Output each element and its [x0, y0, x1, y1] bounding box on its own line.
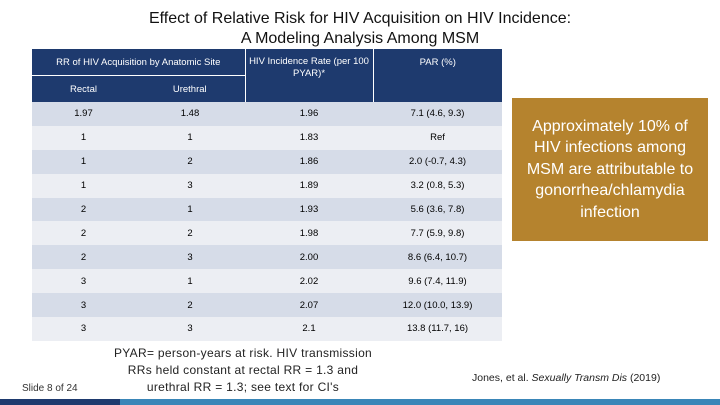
- cell-incidence: 1.86: [245, 149, 373, 174]
- cell-rectal: 1: [32, 149, 135, 174]
- cell-par: 9.6 (7.4, 11.9): [373, 269, 502, 294]
- table-row: 2 2 1.98 7.7 (5.9, 9.8): [32, 221, 502, 246]
- cell-rectal: 3: [32, 269, 135, 294]
- cell-par: 12.0 (10.0, 13.9): [373, 293, 502, 318]
- cell-rectal: 1: [32, 173, 135, 198]
- header-urethral: Urethral: [135, 75, 245, 102]
- cell-par: 13.8 (11.7, 16): [373, 317, 502, 341]
- callout-text: Approximately 10% of HIV infections amon…: [526, 117, 694, 221]
- table-row: 2 3 2.00 8.6 (6.4, 10.7): [32, 245, 502, 270]
- table-row: 3 1 2.02 9.6 (7.4, 11.9): [32, 269, 502, 294]
- citation-year: (2019): [627, 372, 661, 384]
- cell-incidence: 1.98: [245, 221, 373, 246]
- table-row: 1 3 1.89 3.2 (0.8, 5.3): [32, 173, 502, 198]
- cell-rectal: 1.97: [32, 102, 135, 126]
- cell-incidence: 1.93: [245, 197, 373, 222]
- header-hiv-incidence: HIV Incidence Rate (per 100 PYAR)*: [244, 49, 373, 102]
- cell-incidence: 2.02: [245, 269, 373, 294]
- header-rr-anatomic-site: RR of HIV Acquisition by Anatomic Site: [32, 49, 245, 76]
- cell-par: Ref: [373, 125, 502, 150]
- cell-rectal: 1: [32, 125, 135, 150]
- cell-par: 3.2 (0.8, 5.3): [373, 173, 502, 198]
- cell-urethral: 3: [135, 245, 245, 270]
- footnote: PYAR= person-years at risk. HIV transmis…: [98, 345, 388, 396]
- cell-rectal: 3: [32, 293, 135, 318]
- citation: Jones, et al. Sexually Transm Dis (2019): [472, 372, 660, 384]
- table-row: 3 2 2.07 12.0 (10.0, 13.9): [32, 293, 502, 318]
- footnote-line-1: PYAR= person-years at risk. HIV transmis…: [113, 346, 373, 360]
- cell-urethral: 2: [135, 149, 245, 174]
- citation-journal: Sexually Transm Dis: [531, 372, 628, 384]
- cell-incidence: 1.96: [245, 102, 373, 126]
- cell-incidence: 2.07: [245, 293, 373, 318]
- slide-title-line-2: A Modeling Analysis Among MSM: [240, 30, 480, 47]
- table-row: 1.97 1.48 1.96 7.1 (4.6, 9.3): [32, 102, 502, 126]
- cell-urethral: 1: [135, 125, 245, 150]
- cell-rectal: 2: [32, 197, 135, 222]
- cell-par: 2.0 (-0.7, 4.3): [373, 149, 502, 174]
- cell-par: 7.7 (5.9, 9.8): [373, 221, 502, 246]
- footnote-line-2: RRs held constant at rectal RR = 1.3 and: [127, 363, 359, 377]
- cell-rectal: 2: [32, 221, 135, 246]
- cell-par: 5.6 (3.6, 7.8): [373, 197, 502, 222]
- cell-par: 7.1 (4.6, 9.3): [373, 102, 502, 126]
- cell-rectal: 3: [32, 317, 135, 341]
- table-row: 3 3 2.1 13.8 (11.7, 16): [32, 317, 502, 341]
- cell-urethral: 1.48: [135, 102, 245, 126]
- table-row: 1 2 1.86 2.0 (-0.7, 4.3): [32, 149, 502, 174]
- cell-incidence: 2.1: [245, 317, 373, 341]
- cell-urethral: 3: [135, 173, 245, 198]
- footnote-line-3: urethral RR = 1.3; see text for CI's: [146, 380, 340, 394]
- header-par: PAR (%): [372, 49, 502, 102]
- cell-urethral: 2: [135, 293, 245, 318]
- slide-title-line-1: Effect of Relative Risk for HIV Acquisit…: [148, 10, 572, 27]
- header-rectal: Rectal: [32, 75, 135, 102]
- footer-bar-accent: [120, 399, 720, 405]
- cell-incidence: 1.83: [245, 125, 373, 150]
- table-row: 2 1 1.93 5.6 (3.6, 7.8): [32, 197, 502, 222]
- citation-authors: Jones, et al.: [472, 372, 532, 384]
- cell-rectal: 2: [32, 245, 135, 270]
- cell-urethral: 2: [135, 221, 245, 246]
- cell-urethral: 1: [135, 197, 245, 222]
- slide-title: Effect of Relative Risk for HIV Acquisit…: [0, 9, 720, 49]
- cell-par: 8.6 (6.4, 10.7): [373, 245, 502, 270]
- cell-urethral: 1: [135, 269, 245, 294]
- callout-box: Approximately 10% of HIV infections amon…: [512, 98, 708, 241]
- cell-urethral: 3: [135, 317, 245, 341]
- table-row: 1 1 1.83 Ref: [32, 125, 502, 150]
- relative-risk-table: RR of HIV Acquisition by Anatomic Site H…: [32, 49, 502, 341]
- table-body: 1.97 1.48 1.96 7.1 (4.6, 9.3) 1 1 1.83 Ref 1 2 1.8…: [32, 102, 502, 341]
- cell-incidence: 2.00: [245, 245, 373, 270]
- slide-number: Slide 8 of 24: [22, 383, 78, 394]
- cell-incidence: 1.89: [245, 173, 373, 198]
